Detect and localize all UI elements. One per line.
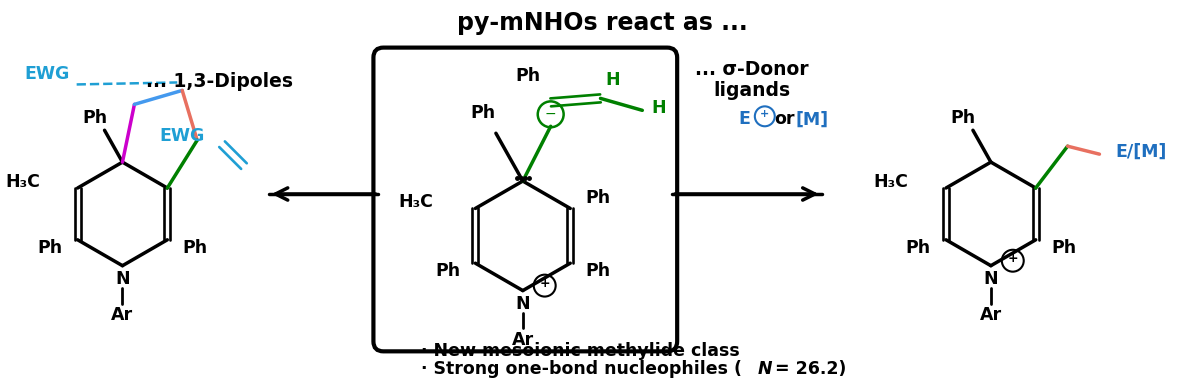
Text: H₃C: H₃C [874,173,908,191]
Text: = 26.2): = 26.2) [769,360,846,378]
Text: or: or [774,110,794,128]
Text: ... σ-Donor: ... σ-Donor [695,60,809,79]
Text: H₃C: H₃C [5,173,40,191]
Text: Ph: Ph [950,109,976,127]
Text: Ph: Ph [37,239,62,257]
Text: Ph: Ph [586,189,611,207]
Text: N: N [984,270,998,288]
Text: Ph: Ph [515,68,540,86]
Text: EWG: EWG [160,127,205,145]
Text: +: + [540,277,550,290]
Text: Ar: Ar [511,331,534,349]
FancyArrowPatch shape [276,188,376,200]
Text: Ph: Ph [82,109,107,127]
Text: Ph: Ph [1051,239,1076,257]
Text: EWG: EWG [24,66,70,83]
Text: +: + [1008,252,1018,265]
Text: Ar: Ar [980,306,1002,324]
Text: Ar: Ar [112,306,133,324]
Text: N: N [516,295,530,313]
Text: +: + [760,109,769,119]
Text: ... 1,3-Dipoles: ... 1,3-Dipoles [145,72,293,91]
Text: E/[M]: E/[M] [1116,143,1166,161]
Text: · New mesoionic methylide class: · New mesoionic methylide class [421,343,740,360]
Text: H₃C: H₃C [398,194,433,212]
FancyArrowPatch shape [674,188,815,200]
Text: Ph: Ph [470,104,496,122]
Text: py-mNHOs react as ...: py-mNHOs react as ... [457,11,748,35]
Text: Ph: Ph [434,262,460,280]
FancyBboxPatch shape [373,48,677,351]
Text: −: − [545,107,557,121]
Text: H: H [650,99,666,118]
Text: ligands: ligands [713,81,791,100]
Text: N: N [758,360,773,378]
Text: E: E [738,110,750,128]
Text: N: N [115,270,130,288]
Text: Ph: Ph [586,262,611,280]
Text: H: H [605,71,619,89]
Text: · Strong one-bond nucleophiles (: · Strong one-bond nucleophiles ( [421,360,743,378]
Text: Ph: Ph [182,239,208,257]
Text: [M]: [M] [796,110,828,128]
Text: Ph: Ph [906,239,931,257]
